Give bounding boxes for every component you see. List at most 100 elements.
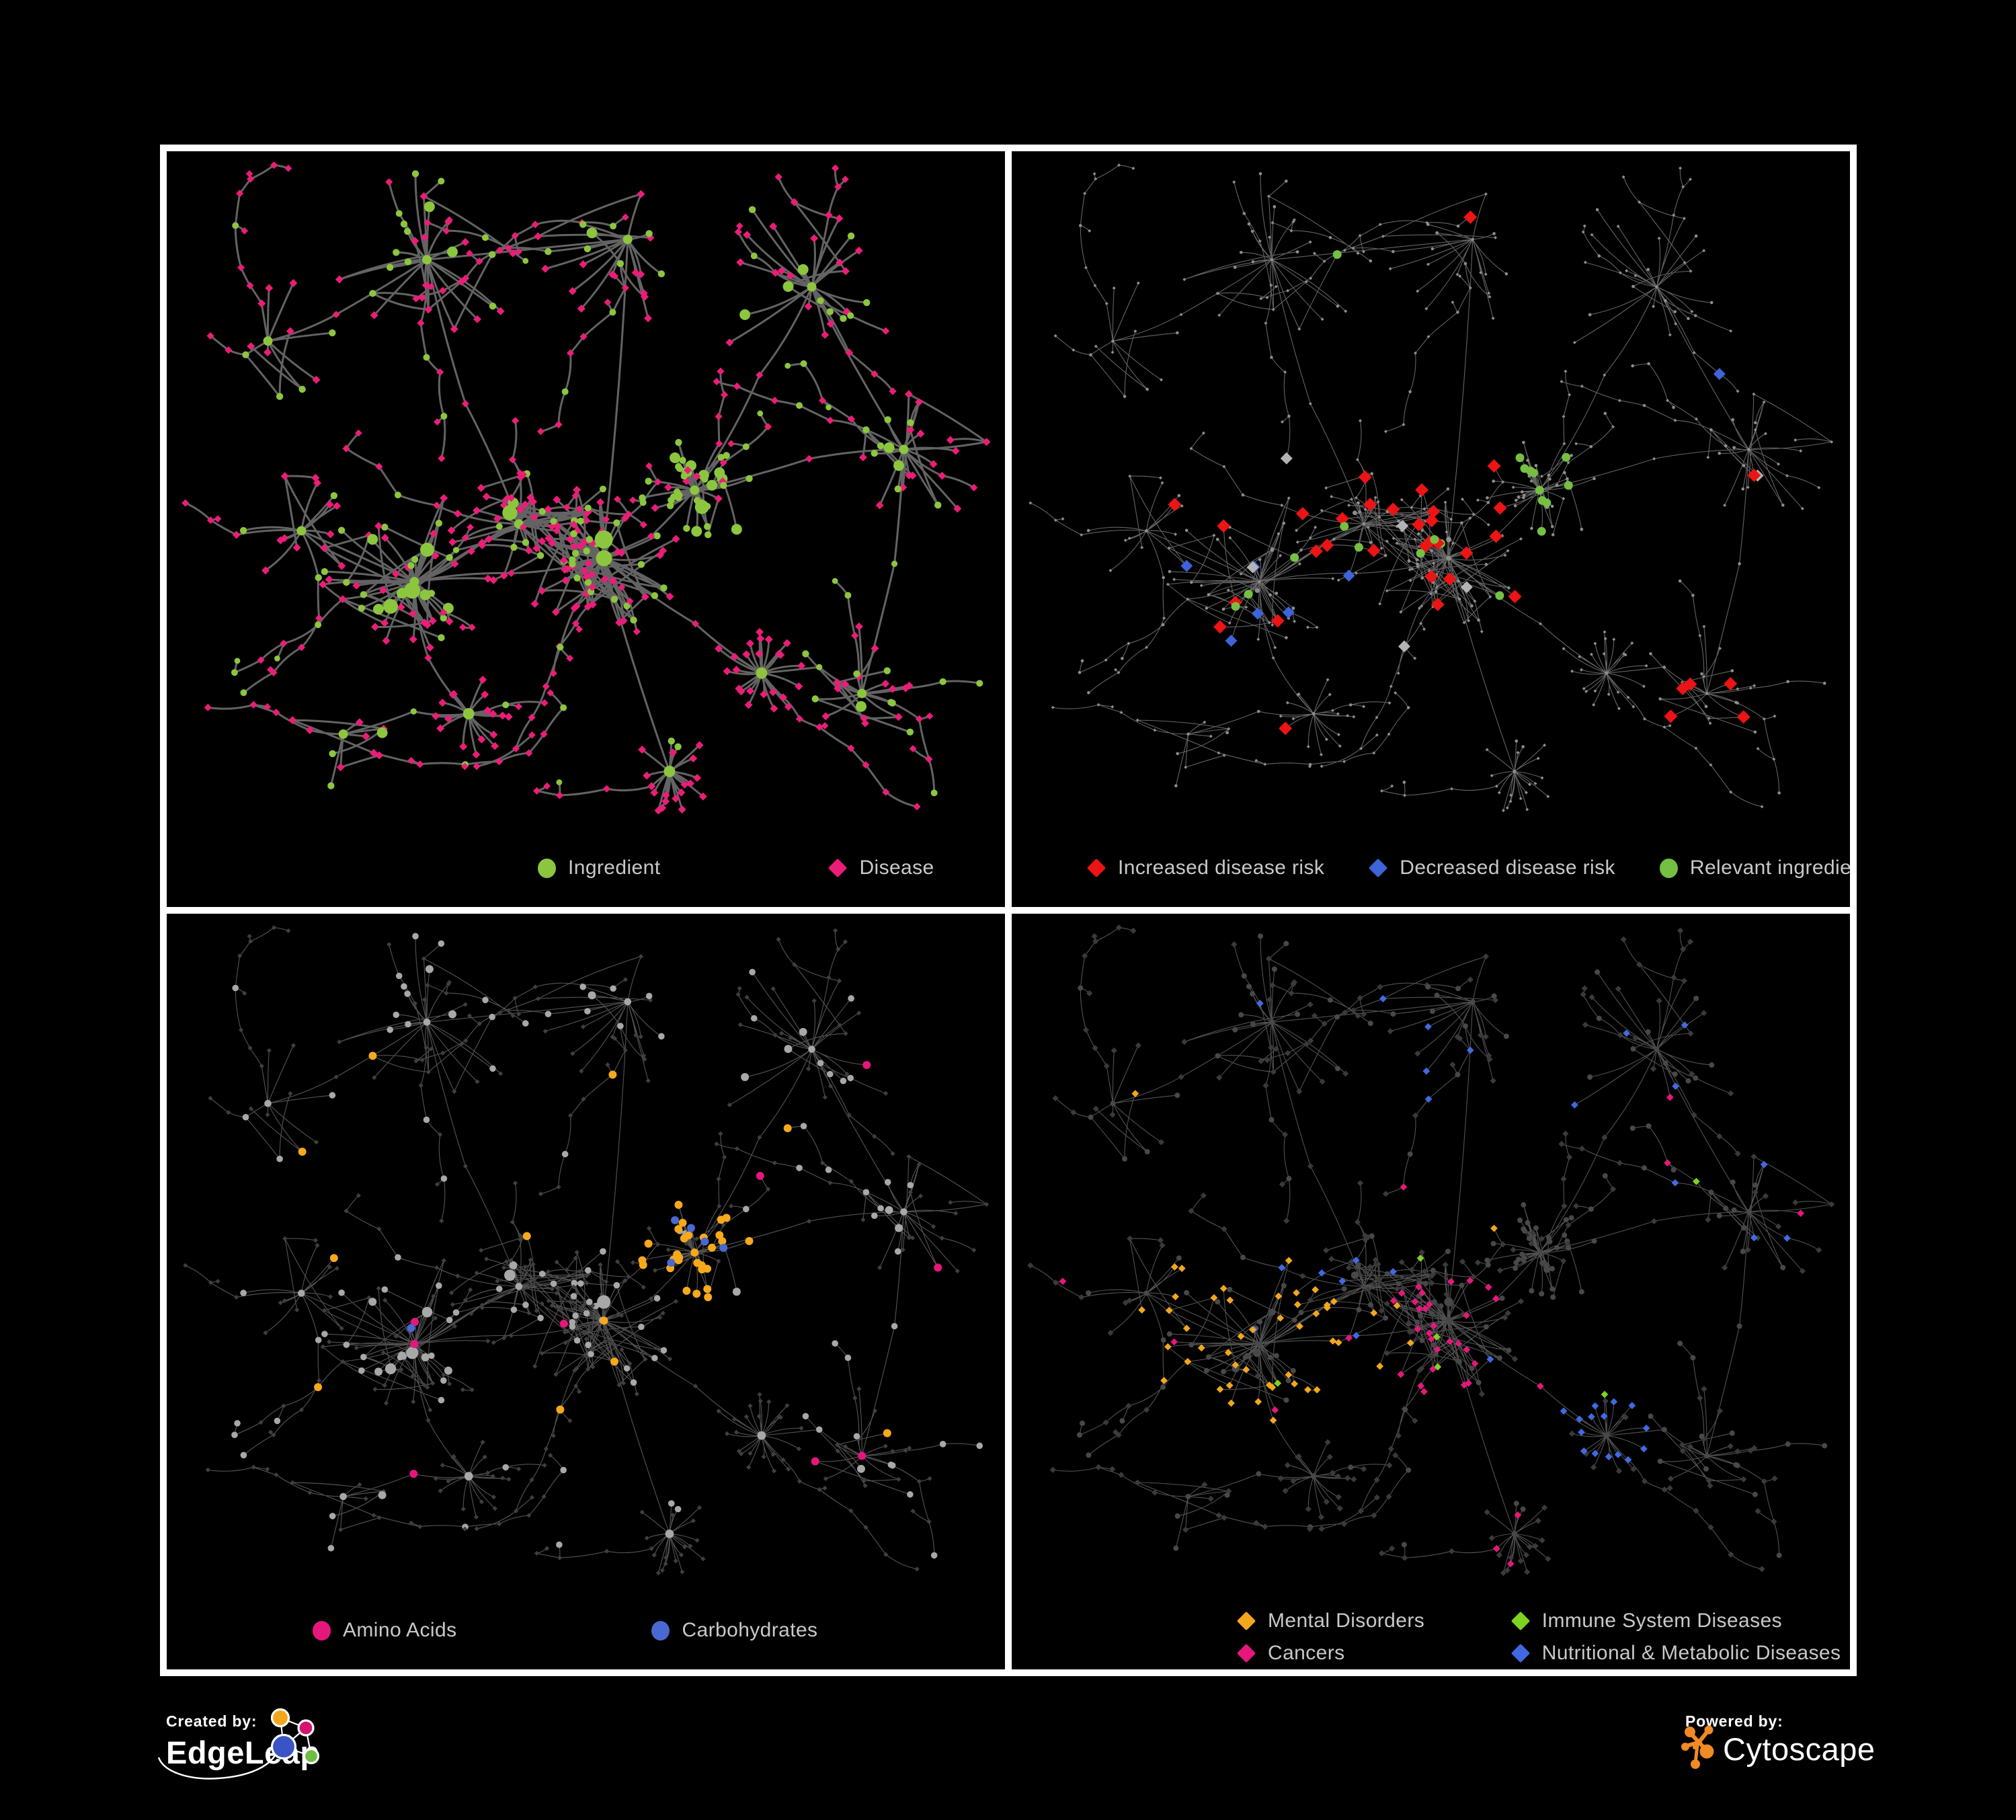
network-node[interactable] <box>584 559 593 567</box>
network-node[interactable] <box>1693 1507 1699 1514</box>
network-node[interactable] <box>797 264 809 275</box>
network-node[interactable] <box>1471 237 1475 241</box>
network-node[interactable] <box>1750 1234 1758 1242</box>
network-node[interactable] <box>1449 517 1453 521</box>
network-node[interactable] <box>1565 1222 1572 1228</box>
network-node[interactable] <box>1668 723 1672 727</box>
network-node[interactable] <box>433 1476 438 1481</box>
network-node[interactable] <box>1285 1378 1291 1384</box>
network-node[interactable] <box>431 551 440 560</box>
network-node[interactable] <box>660 1347 668 1354</box>
network-node[interactable] <box>474 1526 479 1532</box>
network-node[interactable] <box>1369 259 1373 263</box>
network-node[interactable] <box>1076 1432 1082 1438</box>
network-node[interactable] <box>1335 1494 1342 1501</box>
network-node[interactable] <box>376 1515 382 1521</box>
network-node[interactable] <box>1492 479 1495 483</box>
network-node[interactable] <box>650 789 659 797</box>
network-node[interactable] <box>1363 498 1377 512</box>
network-node[interactable] <box>1642 1424 1650 1432</box>
network-node[interactable] <box>1162 616 1166 620</box>
network-node[interactable] <box>1741 487 1745 491</box>
network-node[interactable] <box>661 797 670 805</box>
network-node[interactable] <box>1539 1260 1545 1266</box>
network-node[interactable] <box>1612 637 1616 641</box>
network-node[interactable] <box>737 1022 743 1027</box>
network-node[interactable] <box>1131 1090 1139 1097</box>
network-node[interactable] <box>854 246 863 255</box>
network-node[interactable] <box>1422 1067 1430 1075</box>
network-node[interactable] <box>1285 1257 1293 1265</box>
network-node[interactable] <box>1704 705 1708 709</box>
network-node[interactable] <box>1384 1271 1390 1277</box>
network-node[interactable] <box>582 572 591 581</box>
network-node[interactable] <box>634 1391 639 1396</box>
network-node[interactable] <box>1458 274 1462 278</box>
network-node[interactable] <box>1104 302 1108 306</box>
network-node[interactable] <box>1628 1402 1636 1409</box>
network-node[interactable] <box>479 1248 484 1253</box>
network-node[interactable] <box>1373 1476 1380 1483</box>
network-node[interactable] <box>1288 990 1295 996</box>
network-node[interactable] <box>836 978 842 984</box>
network-node[interactable] <box>1136 281 1140 285</box>
network-node[interactable] <box>1176 752 1179 756</box>
network-node[interactable] <box>286 327 294 335</box>
network-node[interactable] <box>644 314 653 323</box>
network-node[interactable] <box>633 627 641 635</box>
network-node[interactable] <box>887 699 895 706</box>
network-node[interactable] <box>1328 693 1332 697</box>
network-node[interactable] <box>594 530 613 549</box>
network-node[interactable] <box>1281 1283 1287 1289</box>
network-node[interactable] <box>423 1018 431 1026</box>
network-node[interactable] <box>799 1027 807 1036</box>
network-node[interactable] <box>424 1045 429 1050</box>
network-node[interactable] <box>734 1146 739 1152</box>
network-node[interactable] <box>1640 1445 1648 1453</box>
network-node[interactable] <box>532 787 541 795</box>
network-node[interactable] <box>735 992 741 997</box>
network-node[interactable] <box>1492 232 1496 235</box>
network-node[interactable] <box>440 1175 448 1182</box>
network-node[interactable] <box>707 479 718 491</box>
network-node[interactable] <box>1268 1117 1275 1123</box>
network-node[interactable] <box>204 703 212 711</box>
network-node[interactable] <box>278 1300 283 1306</box>
network-node[interactable] <box>623 602 631 610</box>
network-node[interactable] <box>1152 1489 1158 1496</box>
network-node[interactable] <box>630 1260 636 1265</box>
network-node[interactable] <box>577 1280 584 1287</box>
network-node[interactable] <box>1130 927 1137 934</box>
network-node[interactable] <box>315 614 323 622</box>
network-node[interactable] <box>732 1417 737 1422</box>
network-node[interactable] <box>183 1263 188 1268</box>
network-node[interactable] <box>1777 791 1781 795</box>
network-node[interactable] <box>1428 1279 1435 1287</box>
network-node[interactable] <box>440 1377 447 1384</box>
network-node[interactable] <box>231 669 238 676</box>
network-node[interactable] <box>1435 1302 1441 1309</box>
network-node[interactable] <box>1650 1066 1657 1072</box>
network-node[interactable] <box>1382 1191 1389 1197</box>
network-node[interactable] <box>1201 1481 1208 1488</box>
network-node[interactable] <box>1578 655 1582 659</box>
network-node[interactable] <box>1492 1544 1500 1552</box>
network-node[interactable] <box>1367 1021 1373 1027</box>
network-node[interactable] <box>447 526 456 535</box>
network-node[interactable] <box>661 791 670 799</box>
network-node[interactable] <box>438 177 445 185</box>
network-node[interactable] <box>1394 691 1398 695</box>
network-node[interactable] <box>444 990 449 996</box>
network-node[interactable] <box>1521 1202 1527 1208</box>
network-node[interactable] <box>903 1448 908 1454</box>
network-node[interactable] <box>877 442 885 450</box>
network-node[interactable] <box>1469 1366 1475 1372</box>
network-node[interactable] <box>651 504 659 512</box>
network-node[interactable] <box>1418 493 1422 498</box>
network-node[interactable] <box>1362 249 1365 253</box>
network-node[interactable] <box>294 1307 300 1312</box>
network-node[interactable] <box>939 678 946 685</box>
network-node[interactable] <box>1634 274 1638 278</box>
network-node[interactable] <box>818 397 827 405</box>
network-node[interactable] <box>1587 1074 1593 1080</box>
